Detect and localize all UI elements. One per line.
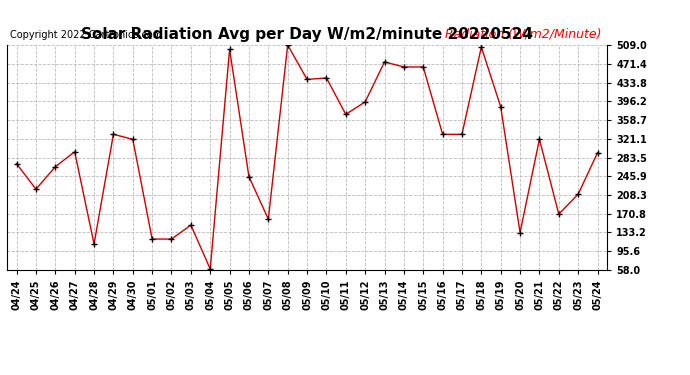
Title: Solar Radiation Avg per Day W/m2/minute 20220524: Solar Radiation Avg per Day W/m2/minute … — [81, 27, 533, 42]
Text: Radiation (W/m2/Minute): Radiation (W/m2/Minute) — [444, 27, 601, 40]
Text: Copyright 2022 Cartronics.com: Copyright 2022 Cartronics.com — [10, 30, 162, 40]
